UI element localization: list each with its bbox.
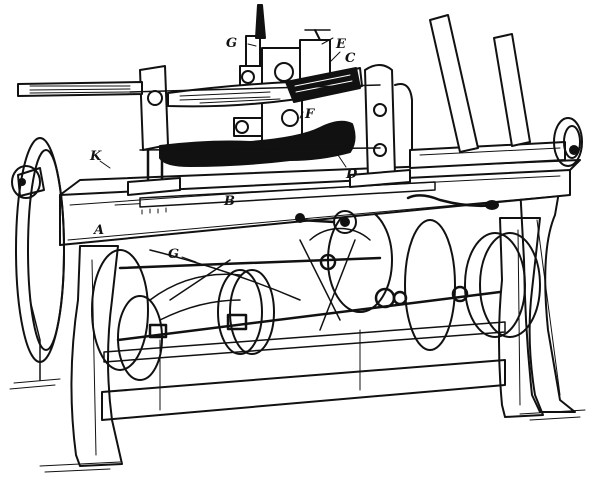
- right-spindle-stand: [349, 64, 413, 188]
- left-spindle-stand: [127, 65, 181, 196]
- rear-stand: [519, 185, 576, 413]
- label-b: B: [223, 194, 235, 209]
- inner-braces: [149, 239, 356, 331]
- right-tailstock: [409, 117, 583, 169]
- countershaft: [116, 253, 502, 342]
- lower-pulleys: [91, 207, 541, 381]
- workpiece: [139, 120, 381, 167]
- hand-wheel: [295, 210, 371, 241]
- ground-hatching: [9, 378, 586, 473]
- main-bed: [59, 159, 581, 246]
- front-right-leg: [498, 217, 544, 418]
- lever-handle: [406, 194, 499, 210]
- label-f: F: [304, 107, 315, 122]
- rear-boards: [429, 14, 531, 153]
- left-drive-wheel: [11, 137, 65, 381]
- label-k: K: [89, 149, 102, 164]
- label-d: D: [345, 167, 358, 182]
- model-rod: [17, 67, 381, 108]
- label-g-top: G: [226, 36, 237, 51]
- label-c: C: [345, 51, 356, 66]
- label-a: A: [92, 223, 104, 238]
- label-leaders: [99, 37, 347, 263]
- label-g-lower: G: [168, 247, 179, 262]
- label-e: E: [335, 37, 347, 52]
- cutter-head: [233, 4, 331, 143]
